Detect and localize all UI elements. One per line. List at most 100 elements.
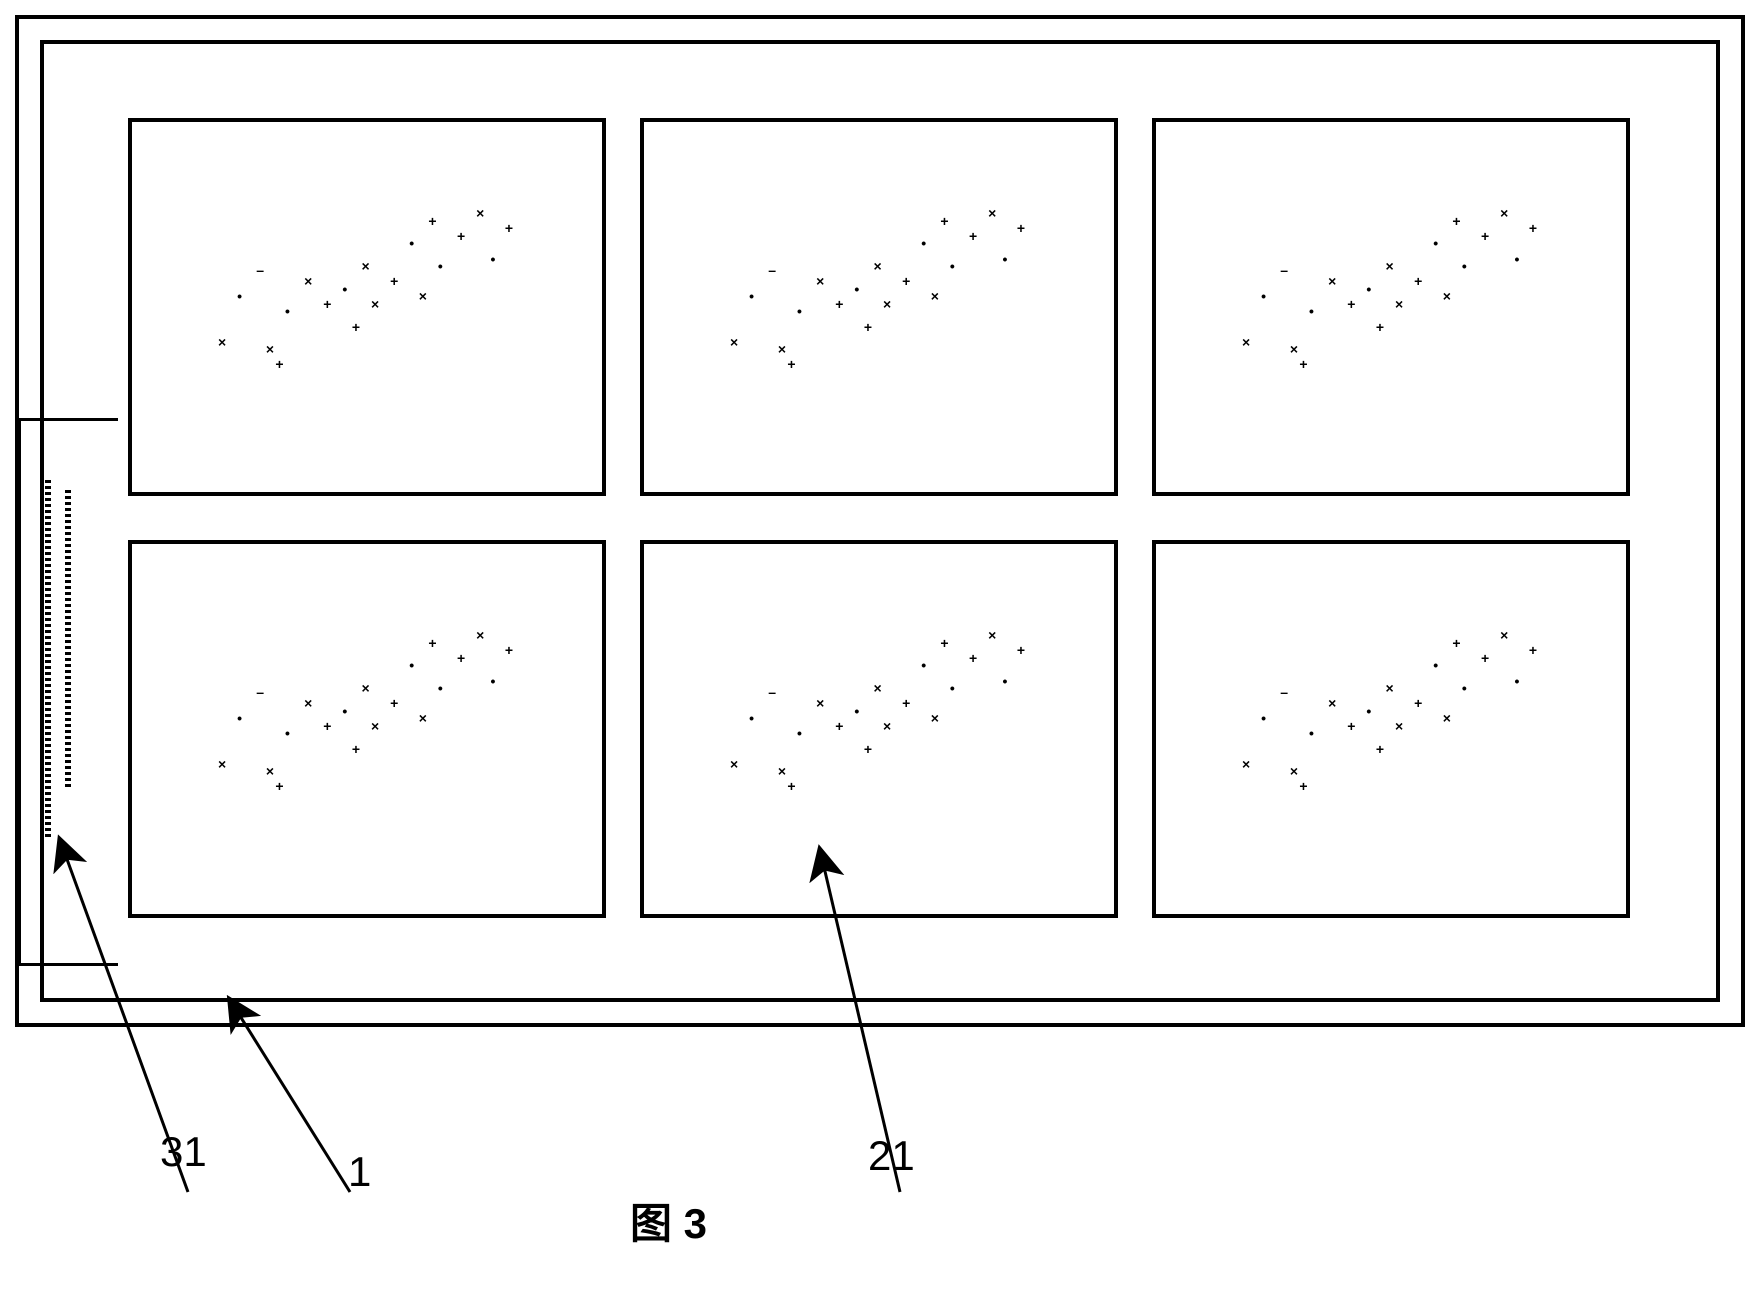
scatter-marker: × (778, 341, 786, 357)
scatter-marker: × (218, 756, 226, 772)
scatter-marker: + (1017, 220, 1025, 236)
scatter-marker: • (438, 680, 443, 696)
cell-4: ×•–×•+×+•×+×+•×+•+×•+ (640, 540, 1118, 918)
scatter-marker: + (940, 213, 948, 229)
scatter-marker: + (835, 296, 843, 312)
cell-0: ×•–×•+×+•×+×+•×+•+×•+ (128, 118, 606, 496)
scatter-marker: × (1242, 756, 1250, 772)
dots-row-1 (65, 490, 71, 790)
scatter-marker: • (1433, 235, 1438, 251)
scatter-marker: • (1515, 673, 1520, 689)
scatter-marker: • (1309, 303, 1314, 319)
scatter-marker: • (1261, 710, 1266, 726)
cell-5: ×•–×•+×+•×+×+•×+•+×•+ (1152, 540, 1630, 918)
scatter-marker: • (1366, 281, 1371, 297)
scatter-marker: × (1500, 205, 1508, 221)
scatter-marker: + (787, 778, 795, 794)
scatter-marker: × (816, 273, 824, 289)
scatter-marker: × (361, 258, 369, 274)
scatter-marker: × (1385, 258, 1393, 274)
scatter-marker: × (266, 341, 274, 357)
scatter-marker: × (371, 718, 379, 734)
scatter-marker: + (1481, 228, 1489, 244)
scatter-marker: × (218, 334, 226, 350)
scatter-marker: • (797, 303, 802, 319)
scatter-marker: + (864, 741, 872, 757)
scatter-marker: + (1347, 296, 1355, 312)
scatter-marker: • (285, 725, 290, 741)
scatter-marker: × (1290, 341, 1298, 357)
scatter-marker: × (304, 273, 312, 289)
figure-caption: 图 3 (630, 1190, 707, 1251)
scatter-marker: • (409, 235, 414, 251)
scatter-marker: + (323, 296, 331, 312)
label-1: 1 (348, 1148, 371, 1196)
scatter-marker: • (438, 258, 443, 274)
scatter-marker: • (237, 710, 242, 726)
scatter-marker: + (787, 356, 795, 372)
scatter-marker: × (476, 205, 484, 221)
scatter-marker: × (361, 680, 369, 696)
scatter-marker: + (864, 319, 872, 335)
scatter-marker: + (902, 273, 910, 289)
scatter-marker: × (816, 695, 824, 711)
scatter-marker: × (730, 756, 738, 772)
scatter-marker: – (768, 262, 776, 278)
scatter-marker: + (505, 220, 513, 236)
scatter-marker: • (749, 288, 754, 304)
scatter-marker: • (342, 703, 347, 719)
scatter-marker: × (476, 627, 484, 643)
scatter-marker: • (1433, 657, 1438, 673)
dots-row-0 (45, 480, 51, 840)
scatter-marker: + (1452, 635, 1460, 651)
scatter-marker: × (1328, 695, 1336, 711)
scatter-marker: • (342, 281, 347, 297)
scatter-marker: × (1395, 718, 1403, 734)
scatter-marker: + (390, 695, 398, 711)
scatter-marker: × (419, 288, 427, 304)
scatter-marker: + (1414, 695, 1422, 711)
scatter-marker: × (730, 334, 738, 350)
scatter-marker: • (1462, 258, 1467, 274)
scatter-marker: + (835, 718, 843, 734)
scatter-marker: + (1376, 741, 1384, 757)
scatter-marker: × (1385, 680, 1393, 696)
scatter-marker: × (883, 296, 891, 312)
scatter-marker: • (1003, 673, 1008, 689)
scatter-marker: × (1443, 288, 1451, 304)
arrow1 (230, 1000, 350, 1192)
scatter-marker: + (940, 635, 948, 651)
scatter-marker: × (371, 296, 379, 312)
scatter-marker: + (352, 741, 360, 757)
scatter-marker: + (969, 228, 977, 244)
scatter-marker: – (1280, 684, 1288, 700)
scatter-marker: – (256, 262, 264, 278)
scatter-marker: + (1529, 220, 1537, 236)
scatter-marker: + (1529, 642, 1537, 658)
scatter-marker: • (950, 258, 955, 274)
scatter-marker: + (1347, 718, 1355, 734)
scatter-marker: × (931, 710, 939, 726)
scatter-marker: + (505, 642, 513, 658)
scatter-marker: • (1366, 703, 1371, 719)
scatter-marker: × (873, 258, 881, 274)
scatter-marker: • (237, 288, 242, 304)
scatter-marker: × (931, 288, 939, 304)
scatter-marker: × (1328, 273, 1336, 289)
scatter-marker: × (778, 763, 786, 779)
scatter-marker: + (1299, 778, 1307, 794)
scatter-marker: + (457, 650, 465, 666)
scatter-marker: + (969, 650, 977, 666)
scatter-marker: + (275, 356, 283, 372)
scatter-marker: + (1376, 319, 1384, 335)
scatter-marker: • (1309, 725, 1314, 741)
scatter-marker: × (419, 710, 427, 726)
scatter-marker: + (1452, 213, 1460, 229)
label-31: 31 (160, 1128, 207, 1176)
scatter-marker: × (873, 680, 881, 696)
scatter-marker: + (902, 695, 910, 711)
scatter-marker: + (1481, 650, 1489, 666)
scatter-marker: • (285, 303, 290, 319)
scatter-marker: × (1290, 763, 1298, 779)
scatter-marker: • (1261, 288, 1266, 304)
